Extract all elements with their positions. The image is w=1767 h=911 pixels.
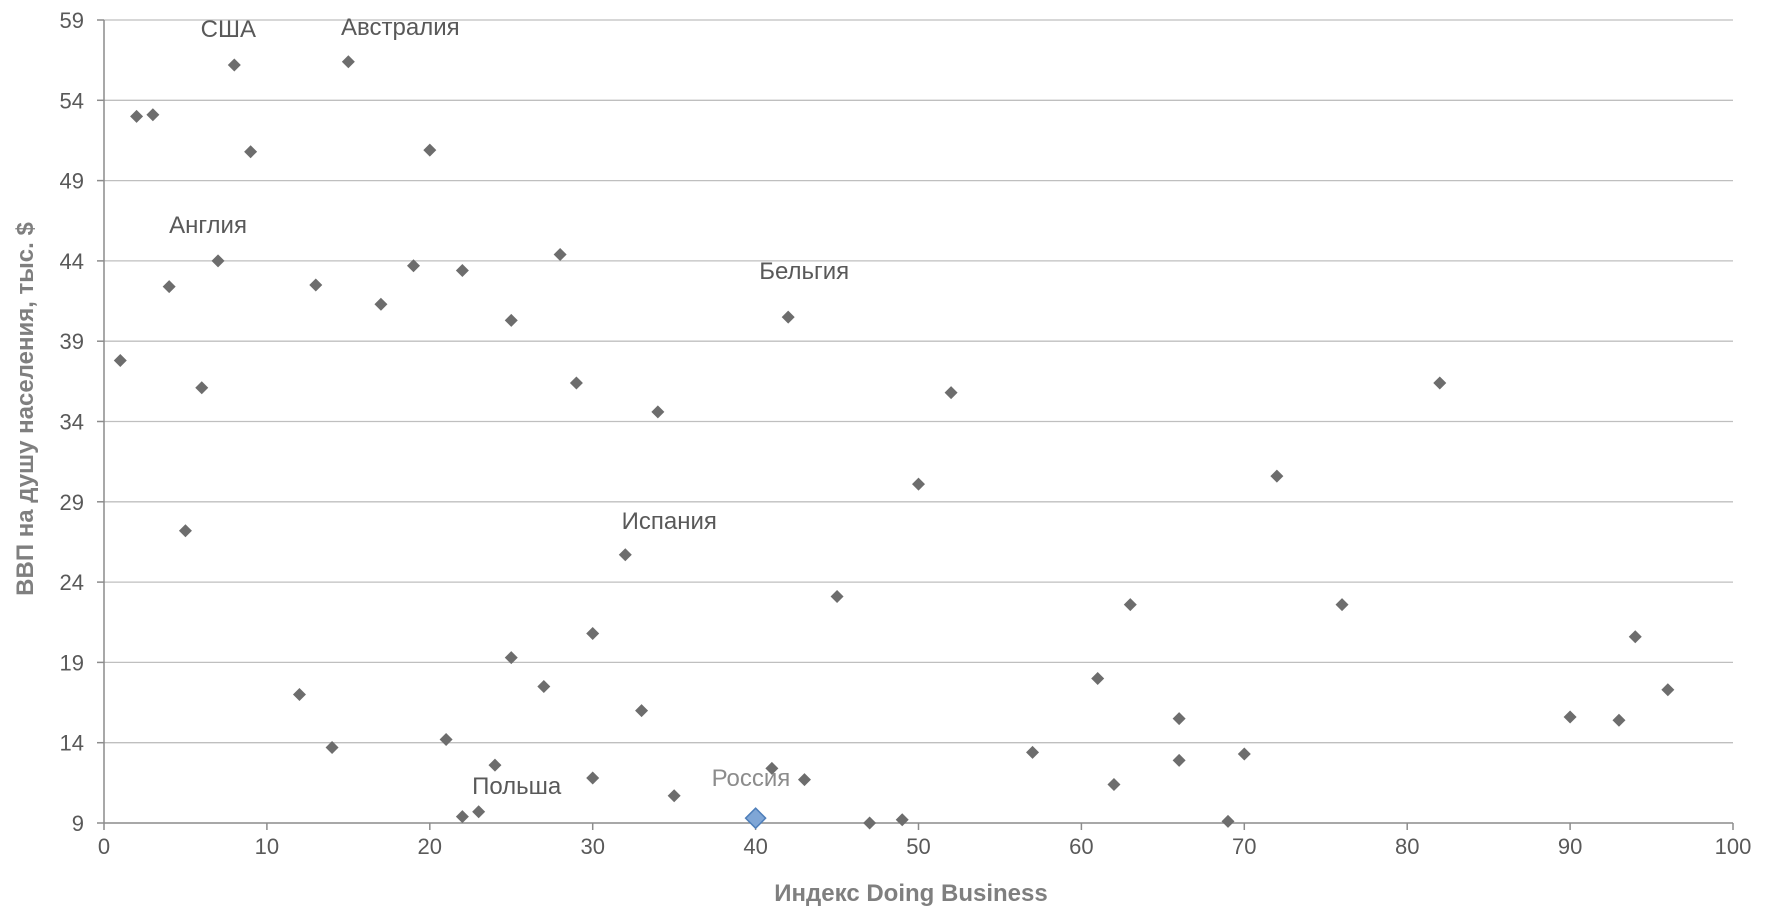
data-point (211, 254, 225, 268)
data-point (1107, 777, 1121, 791)
y-tick-label: 39 (60, 329, 84, 354)
y-tick-label: 49 (60, 169, 84, 194)
data-point (130, 109, 144, 123)
data-point (1091, 671, 1105, 685)
data-point (178, 524, 192, 538)
data-point (1563, 710, 1577, 724)
x-tick-label: 30 (580, 834, 604, 859)
data-point (292, 688, 306, 702)
data-point (488, 758, 502, 772)
data-point (1123, 598, 1137, 612)
grid-lines (104, 19, 1733, 744)
data-point (618, 548, 632, 562)
point-label: Австралия (341, 14, 460, 41)
data-point (423, 143, 437, 157)
point-label: Англия (169, 212, 247, 239)
data-point (325, 741, 339, 755)
x-tick-label: 40 (743, 834, 767, 859)
y-tick-label: 14 (60, 731, 84, 756)
x-tick-label: 70 (1232, 834, 1256, 859)
data-point (569, 376, 583, 390)
y-tick-label: 34 (60, 410, 84, 435)
x-tick-label: 0 (98, 834, 110, 859)
data-point (244, 145, 258, 159)
x-tick-label: 50 (906, 834, 930, 859)
data-point (195, 381, 209, 395)
data-point (863, 816, 877, 830)
x-tick-label: 100 (1715, 834, 1752, 859)
data-point (439, 732, 453, 746)
data-point (635, 704, 649, 718)
x-tick-label: 90 (1558, 834, 1582, 859)
data-point (504, 651, 518, 665)
data-point (1270, 469, 1284, 483)
y-tick-label: 29 (60, 490, 84, 515)
data-point (944, 386, 958, 400)
axes (97, 19, 1734, 830)
data-point-highlighted (744, 807, 767, 830)
x-tick-label: 60 (1069, 834, 1093, 859)
data-point (455, 264, 469, 278)
data-point (341, 55, 355, 69)
data-point (1335, 598, 1349, 612)
data-point (374, 297, 388, 311)
point-label: США (201, 16, 256, 43)
data-point (1221, 814, 1235, 828)
y-axis-title: ВВП на душу населения, тыс. $ (12, 222, 39, 596)
data-point (1661, 683, 1675, 697)
data-point (651, 405, 665, 419)
y-tick-label: 9 (72, 811, 84, 836)
data-point (227, 58, 241, 72)
data-point (1172, 712, 1186, 726)
x-axis-title: Индекс Doing Business (774, 880, 1047, 907)
x-tick-label: 10 (255, 834, 279, 859)
point-label: Россия (712, 765, 791, 792)
data-points (113, 55, 1675, 830)
data-point (472, 805, 486, 819)
point-annotations: США Австралия Англия Бельгия Испания Польша Ро… (169, 14, 849, 800)
data-point (553, 247, 567, 261)
data-point (407, 259, 421, 273)
y-tick-label: 44 (60, 249, 84, 274)
point-label: Испания (622, 508, 717, 535)
data-point (1612, 713, 1626, 727)
data-point (667, 789, 681, 803)
data-point (586, 626, 600, 640)
x-tick-labels: 0 10 20 30 40 50 60 70 80 90 100 (98, 834, 1751, 859)
data-point (1237, 747, 1251, 761)
y-tick-label: 59 (60, 8, 84, 33)
data-point (1628, 630, 1642, 644)
y-tick-labels: 9 14 19 24 29 34 39 44 49 54 59 (60, 8, 84, 836)
x-tick-label: 80 (1395, 834, 1419, 859)
data-point (830, 590, 844, 604)
data-point (586, 771, 600, 785)
x-tick-label: 20 (418, 834, 442, 859)
data-point (309, 278, 323, 292)
data-point (146, 108, 160, 122)
data-point (1026, 745, 1040, 759)
data-point (537, 679, 551, 693)
data-point (912, 477, 925, 491)
y-tick-label: 19 (60, 650, 84, 675)
data-point (765, 761, 779, 775)
data-point (797, 773, 811, 787)
data-point (455, 810, 469, 824)
data-point (113, 353, 127, 367)
data-point (895, 813, 909, 827)
point-label: Бельгия (759, 258, 849, 285)
data-point (504, 313, 518, 327)
y-tick-label: 24 (60, 570, 84, 595)
data-point (1172, 753, 1186, 767)
point-label: Польша (472, 773, 562, 800)
y-tick-label: 54 (60, 88, 84, 113)
data-point (781, 310, 795, 324)
data-point (1433, 376, 1447, 390)
data-point (162, 280, 176, 294)
